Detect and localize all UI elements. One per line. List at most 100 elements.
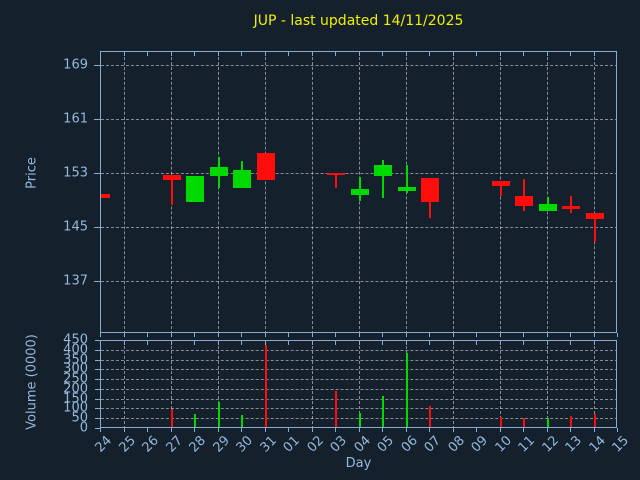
price-tick-label: 137 [63,273,88,289]
x-tick-mark [194,341,195,345]
candle-wick [335,172,337,188]
price-tick-label: 145 [63,219,88,235]
x-tick-mark [288,52,289,56]
x-tick-label: 30 [233,433,256,456]
candle-body [233,170,251,188]
volume-bar [170,409,173,427]
volume-tick-label: 250 [63,371,88,387]
x-tick-mark [593,52,595,56]
x-tick-mark [264,333,266,337]
x-tick-mark [311,428,313,432]
x-tick-mark [429,52,430,56]
candle-body [562,205,580,210]
volume-tick-label: 400 [63,342,88,358]
volume-bar [499,417,502,427]
x-tick-label: 07 [421,433,444,456]
x-tick-mark [217,52,219,56]
price-tick-label: 153 [63,165,88,181]
x-tick-mark [358,341,360,345]
x-tick-mark [194,428,195,432]
x-tick-mark [335,333,336,337]
x-tick-label: 13 [562,433,585,456]
x-tick-mark [123,52,125,56]
x-tick-mark [570,341,571,345]
x-tick-label: 05 [374,433,397,456]
volume-tick-label: 100 [63,400,88,416]
x-tick-mark [382,428,383,432]
x-tick-mark [288,428,289,432]
x-tick-mark [335,341,336,345]
candle-body [350,188,369,195]
x-tick-mark [452,428,454,432]
x-tick-label: 06 [398,433,421,456]
v-gridline [593,341,595,427]
volume-tick-label: 200 [63,381,88,397]
chart-title: JUP - last updated 14/11/2025 [253,13,464,29]
candle-body [538,204,557,212]
x-tick-mark [170,428,172,432]
x-tick-mark [429,428,430,432]
price-plot [100,51,617,333]
x-tick-mark [499,428,501,432]
volume-bar [405,352,408,427]
candle-body [397,186,416,191]
x-tick-mark [405,341,407,345]
x-tick-mark [123,428,125,432]
x-tick-label: 10 [492,433,515,456]
volume-bar [523,418,525,427]
x-tick-mark [217,333,219,337]
x-tick-mark [476,52,477,56]
volume-plot [100,340,617,428]
x-tick-mark [499,341,501,345]
v-gridline [452,52,454,332]
x-tick-mark [264,428,266,432]
x-tick-mark [241,333,242,337]
x-tick-mark [429,333,430,337]
x-tick-mark [452,341,454,345]
x-tick-mark [194,52,195,56]
volume-bar [358,413,361,427]
volume-tick-label: 350 [63,352,88,368]
day-axis-label: Day [345,456,372,471]
v-gridline [311,52,313,332]
x-tick-mark [570,333,571,337]
x-tick-mark [617,428,618,432]
candle-wick [499,180,502,196]
x-tick-label: 01 [280,433,303,456]
x-tick-mark [523,428,524,432]
v-gridline [593,52,595,332]
x-tick-mark [523,341,524,345]
v-gridline [452,341,454,427]
x-tick-label: 14 [586,433,609,456]
candle-body [491,180,510,187]
x-tick-label: 24 [92,433,115,456]
x-tick-mark [546,333,548,337]
y-tick-mark [94,227,100,229]
x-tick-mark [288,333,289,337]
x-tick-mark [358,333,360,337]
x-tick-label: 26 [139,433,162,456]
candle-body [327,172,345,176]
x-tick-mark [546,341,548,345]
v-gridline [170,341,172,427]
v-gridline [264,52,266,332]
v-gridline [123,52,125,332]
candle-body [162,174,181,180]
x-tick-mark [452,52,454,56]
v-gridline [499,341,501,427]
x-tick-mark [523,333,524,337]
candle-body [209,166,228,177]
volume-tick-label: 50 [71,410,88,426]
volume-bar [382,395,384,427]
y-tick-mark [95,369,100,371]
candle-body [421,178,439,202]
x-tick-mark [476,333,477,337]
x-tick-mark [123,333,125,337]
x-tick-mark [593,428,595,432]
x-tick-label: 03 [327,433,350,456]
x-tick-label: 28 [186,433,209,456]
y-tick-mark [95,340,100,341]
x-tick-label: 04 [351,433,374,456]
x-tick-mark [499,52,501,56]
